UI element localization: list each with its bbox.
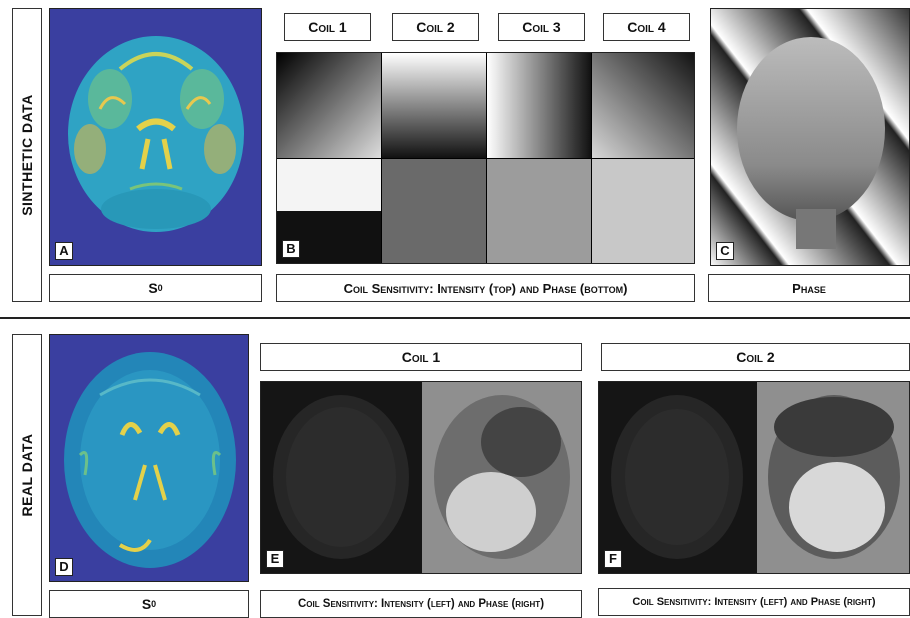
panel-d-letter: D: [55, 558, 73, 576]
synthetic-phase-caption-text: Phase: [792, 280, 826, 296]
panel-b-letter: B: [282, 240, 300, 258]
coil-sensitivity-grid: [277, 53, 694, 263]
panel-a-s0-synthetic: A: [49, 8, 262, 266]
real-s0-base: S: [141, 596, 152, 612]
panel-e-letter: E: [266, 550, 284, 568]
coil-3-label: Coil 3: [498, 13, 585, 41]
synthetic-row-label-box: SINTHETIC DATA: [12, 8, 42, 302]
panel-c-letter: C: [716, 242, 734, 260]
synthetic-row-label: SINTHETIC DATA: [19, 94, 35, 216]
synthetic-brain-map: [50, 9, 261, 265]
real-coil-2-images: [599, 382, 909, 573]
panel-f-letter: F: [604, 550, 622, 568]
coil-1-label: Coil 1: [284, 13, 371, 41]
synthetic-coil-caption-text: Coil Sensitivity: Intensity (top) and Ph…: [343, 280, 628, 296]
real-row-label-box: REAL DATA: [12, 334, 42, 616]
real-coil-2-caption: Coil Sensitivity: Intensity (left) and P…: [598, 588, 910, 616]
coil-4-label: Coil 4: [603, 13, 690, 41]
synthetic-phase-caption: Phase: [708, 274, 910, 302]
panel-d-s0-real: D: [49, 334, 249, 582]
synthetic-phase-map: [711, 9, 909, 265]
coil-4-text: Coil 4: [627, 19, 666, 35]
panel-a-letter: A: [55, 242, 73, 260]
real-coil-1-caption: Coil Sensitivity: Intensity (left) and P…: [260, 590, 582, 618]
panel-c-phase: C: [710, 8, 910, 266]
coil-1-text: Coil 1: [308, 19, 347, 35]
real-coil-2-title: Coil 2: [601, 343, 910, 371]
real-brain-map: [50, 335, 248, 581]
s0-base: S: [148, 280, 158, 296]
row-divider: [0, 317, 910, 319]
s0-subscript: 0: [157, 283, 163, 293]
coil-3-text: Coil 3: [522, 19, 561, 35]
coil-2-label: Coil 2: [392, 13, 479, 41]
real-row-label: REAL DATA: [19, 433, 35, 517]
coil-2-text: Coil 2: [416, 19, 455, 35]
real-coil-2-title-text: Coil 2: [736, 349, 775, 365]
panel-f-coil-2: F: [598, 381, 910, 574]
panel-e-coil-1: E: [260, 381, 582, 574]
panel-b-coil-sensitivity: B: [276, 52, 695, 264]
synthetic-coil-caption: Coil Sensitivity: Intensity (top) and Ph…: [276, 274, 695, 302]
real-coil-1-images: [261, 382, 581, 573]
real-coil-1-caption-text: Coil Sensitivity: Intensity (left) and P…: [297, 598, 545, 610]
real-coil-1-title-text: Coil 1: [401, 349, 441, 365]
real-coil-2-caption-text: Coil Sensitivity: Intensity (left) and P…: [632, 596, 876, 608]
real-coil-1-title: Coil 1: [260, 343, 582, 371]
real-s0-subscript: 0: [151, 599, 157, 609]
